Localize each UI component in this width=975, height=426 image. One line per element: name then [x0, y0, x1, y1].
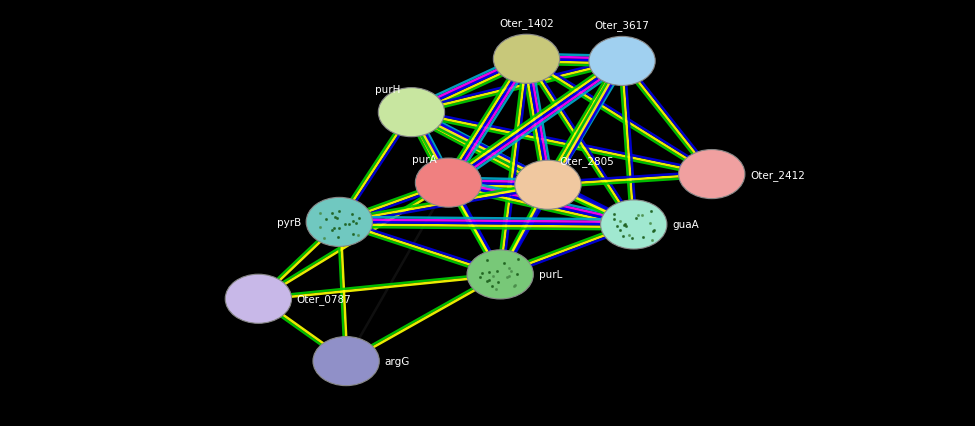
Ellipse shape — [515, 161, 581, 210]
Text: purH: purH — [374, 85, 400, 95]
Ellipse shape — [467, 250, 533, 299]
Text: guaA: guaA — [672, 220, 699, 230]
Ellipse shape — [313, 337, 379, 386]
Text: Oter_3617: Oter_3617 — [595, 20, 649, 32]
Ellipse shape — [589, 37, 655, 86]
Text: Oter_1402: Oter_1402 — [499, 18, 554, 29]
Text: purA: purA — [412, 155, 437, 165]
Ellipse shape — [306, 198, 372, 247]
Ellipse shape — [225, 274, 292, 324]
Ellipse shape — [493, 35, 560, 84]
Ellipse shape — [378, 89, 445, 138]
Text: purL: purL — [538, 270, 562, 280]
Text: Oter_2805: Oter_2805 — [560, 156, 614, 167]
Ellipse shape — [415, 159, 482, 208]
Text: Oter_0787: Oter_0787 — [296, 294, 352, 305]
Ellipse shape — [679, 150, 745, 199]
Text: argG: argG — [384, 356, 410, 366]
Ellipse shape — [601, 200, 667, 250]
Text: pyrB: pyrB — [277, 217, 301, 227]
Text: Oter_2412: Oter_2412 — [750, 169, 805, 180]
